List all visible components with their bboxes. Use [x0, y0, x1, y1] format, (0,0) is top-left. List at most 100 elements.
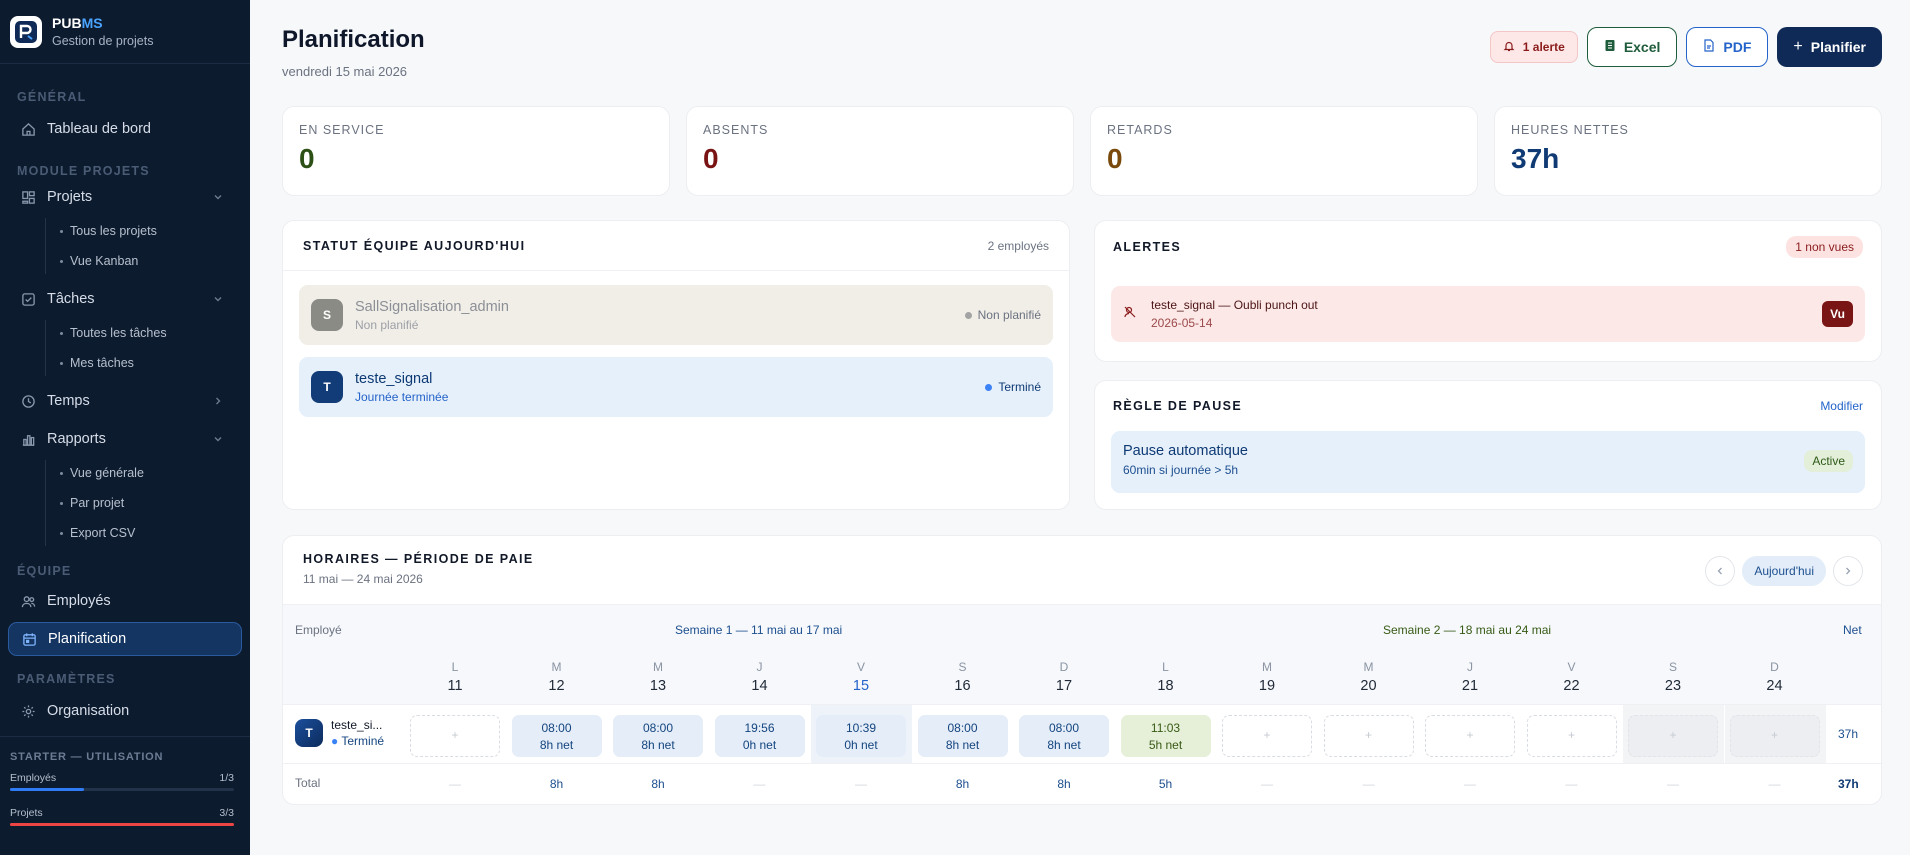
nav-tous-projets[interactable]: Tous les projets [0, 216, 250, 246]
schedule-row: T teste_si... ● Terminé +08:00 8h net 08:0… [283, 704, 1881, 764]
nav-mes-taches[interactable]: Mes tâches [0, 348, 250, 378]
nav-vue-kanban[interactable]: Vue Kanban [0, 246, 250, 276]
day-total: 8h [1057, 777, 1071, 791]
day-number: 19 [1258, 678, 1276, 694]
page-date: vendredi 15 mai 2026 [282, 64, 408, 79]
nav-export-csv[interactable]: Export CSV [0, 518, 250, 548]
add-shift-cell[interactable]: + [1628, 715, 1718, 757]
unseen-badge: 1 non vues [1786, 236, 1863, 258]
member-name: SallSignalisation_admin [355, 298, 509, 315]
day-total: 5h [1158, 777, 1173, 791]
add-shift-cell[interactable]: + [1222, 715, 1312, 757]
plus-icon: + [1263, 728, 1271, 742]
shift-cell[interactable]: 08:00 8h net [1019, 715, 1109, 757]
alert-button[interactable]: 1 alerte [1489, 31, 1578, 63]
nav-dashboard[interactable]: Tableau de bord [0, 110, 250, 148]
shift-time: 19:56 [744, 721, 775, 735]
day-number: 21 [1461, 678, 1479, 694]
section-projects: MODULE PROJETS [17, 164, 150, 178]
nav-par-projet[interactable]: Par projet [0, 488, 250, 518]
day-letter: V [1567, 660, 1576, 674]
pause-desc: 60min si journée > 5h [1123, 463, 1239, 477]
shift-net: 5h net [1148, 738, 1183, 752]
day-letter: L [451, 660, 459, 674]
alert-item[interactable]: teste_signal — Oubli punch out 2026-05-1… [1111, 286, 1865, 342]
section-general: GÉNÉRAL [17, 90, 87, 104]
plus-icon: + [1669, 728, 1677, 742]
day-number: 18 [1157, 678, 1174, 694]
next-period-button[interactable] [1833, 556, 1863, 586]
nav-employes[interactable]: Employés [0, 582, 250, 620]
active-badge: Active [1804, 450, 1853, 472]
spreadsheet-icon [1604, 39, 1616, 55]
usage-employes-bar [10, 788, 234, 791]
team-member-row[interactable]: T teste_signal Journée terminée Terminé [299, 357, 1053, 417]
shift-time: 08:00 [947, 721, 978, 735]
brand-name: PUBMS [52, 15, 103, 31]
schedule-employee-name[interactable]: teste_si... [331, 718, 383, 732]
section-settings: PARAMÈTRES [17, 672, 116, 686]
nav-taches[interactable]: Tâches [0, 280, 250, 318]
stat-heures-nettes: HEURES NETTES 37h [1494, 106, 1882, 196]
shift-cell[interactable]: 19:56 0h net [714, 715, 805, 757]
member-sub: Non planifié [355, 317, 419, 332]
nav-planification-label: Planification [48, 631, 127, 647]
day-total: — [1565, 777, 1578, 791]
nav-toutes-taches[interactable]: Toutes les tâches [0, 318, 250, 348]
status-badge: Non planifié [964, 308, 1041, 322]
chevron-down-icon [214, 437, 222, 442]
planifier-button[interactable]: + Planifier [1777, 27, 1882, 67]
nav-vue-generale[interactable]: Vue générale [0, 458, 250, 488]
shift-time: 08:00 [642, 721, 674, 735]
alerts-card: ALERTES 1 non vues teste_signal — Oubli … [1094, 220, 1882, 362]
add-shift-cell[interactable]: + [1323, 715, 1414, 757]
add-shift-cell[interactable]: + [410, 715, 500, 757]
nav-rapports[interactable]: Rapports [0, 420, 250, 458]
total-row: Total — 8h 8h — — 8h 8h 5h — — — — — — 37h [283, 764, 1881, 804]
shift-cell[interactable]: 08:00 8h net [511, 715, 602, 757]
plus-icon: + [1793, 38, 1803, 55]
plus-icon: + [1466, 728, 1474, 742]
schedule-employee-status: ● Terminé [331, 734, 385, 748]
day-letter: M [551, 660, 562, 674]
brand[interactable]: PUBMS Gestion de projets [0, 0, 250, 64]
schedule-range: 11 mai — 24 mai 2026 [303, 572, 423, 586]
schedule-title: HORAIRES — PÉRIODE DE PAIE [303, 552, 534, 566]
excel-button[interactable]: Excel [1586, 27, 1678, 67]
pause-rule-card: RÈGLE DE PAUSE Modifier Pause automatiqu… [1094, 380, 1882, 510]
modify-link[interactable]: Modifier [1820, 399, 1863, 413]
chevron-right-icon [216, 397, 221, 405]
add-shift-cell[interactable]: + [1729, 715, 1820, 757]
day-number: 20 [1360, 678, 1377, 694]
shift-net: 8h net [945, 738, 980, 752]
nav-temps[interactable]: Temps [0, 382, 250, 420]
avatar: S [311, 299, 343, 331]
day-letter: V [856, 660, 865, 674]
nav-planification[interactable]: Planification [8, 622, 242, 656]
today-button[interactable]: Aujourd'hui [1742, 556, 1826, 586]
team-member-row[interactable]: S SallSignalisation_admin Non planifié N… [299, 285, 1053, 345]
stat-en-service: EN SERVICE 0 [282, 106, 670, 196]
shift-cell[interactable]: 10:39 0h net [816, 715, 906, 757]
week2-label: Semaine 2 — 18 mai au 24 mai [1383, 623, 1552, 637]
chevron-down-icon [214, 195, 222, 200]
shift-net: 8h net [539, 738, 574, 752]
nav-organisation[interactable]: Organisation [0, 692, 250, 730]
day-letter: D [1059, 660, 1069, 674]
nav-projets[interactable]: Projets [0, 178, 250, 216]
punch-out-icon [1123, 305, 1139, 324]
bar-chart-icon [20, 431, 36, 447]
day-total: — [1362, 777, 1375, 791]
team-status-card: STATUT ÉQUIPE AUJOURD'HUI 2 employés S S… [282, 220, 1070, 510]
shift-cell[interactable]: 08:00 8h net [917, 715, 1008, 757]
add-shift-cell[interactable]: + [1526, 715, 1617, 757]
stat-absents: ABSENTS 0 [686, 106, 1074, 196]
day-number: 22 [1563, 678, 1580, 694]
shift-cell[interactable]: 11:03 5h net [1120, 715, 1211, 757]
shift-cell[interactable]: 08:00 8h net [613, 715, 703, 757]
prev-period-button[interactable] [1705, 556, 1736, 586]
mark-seen-button[interactable]: Vu [1822, 301, 1853, 327]
clock-icon [20, 393, 36, 409]
add-shift-cell[interactable]: + [1425, 715, 1515, 757]
pdf-button[interactable]: PDF [1686, 27, 1769, 67]
